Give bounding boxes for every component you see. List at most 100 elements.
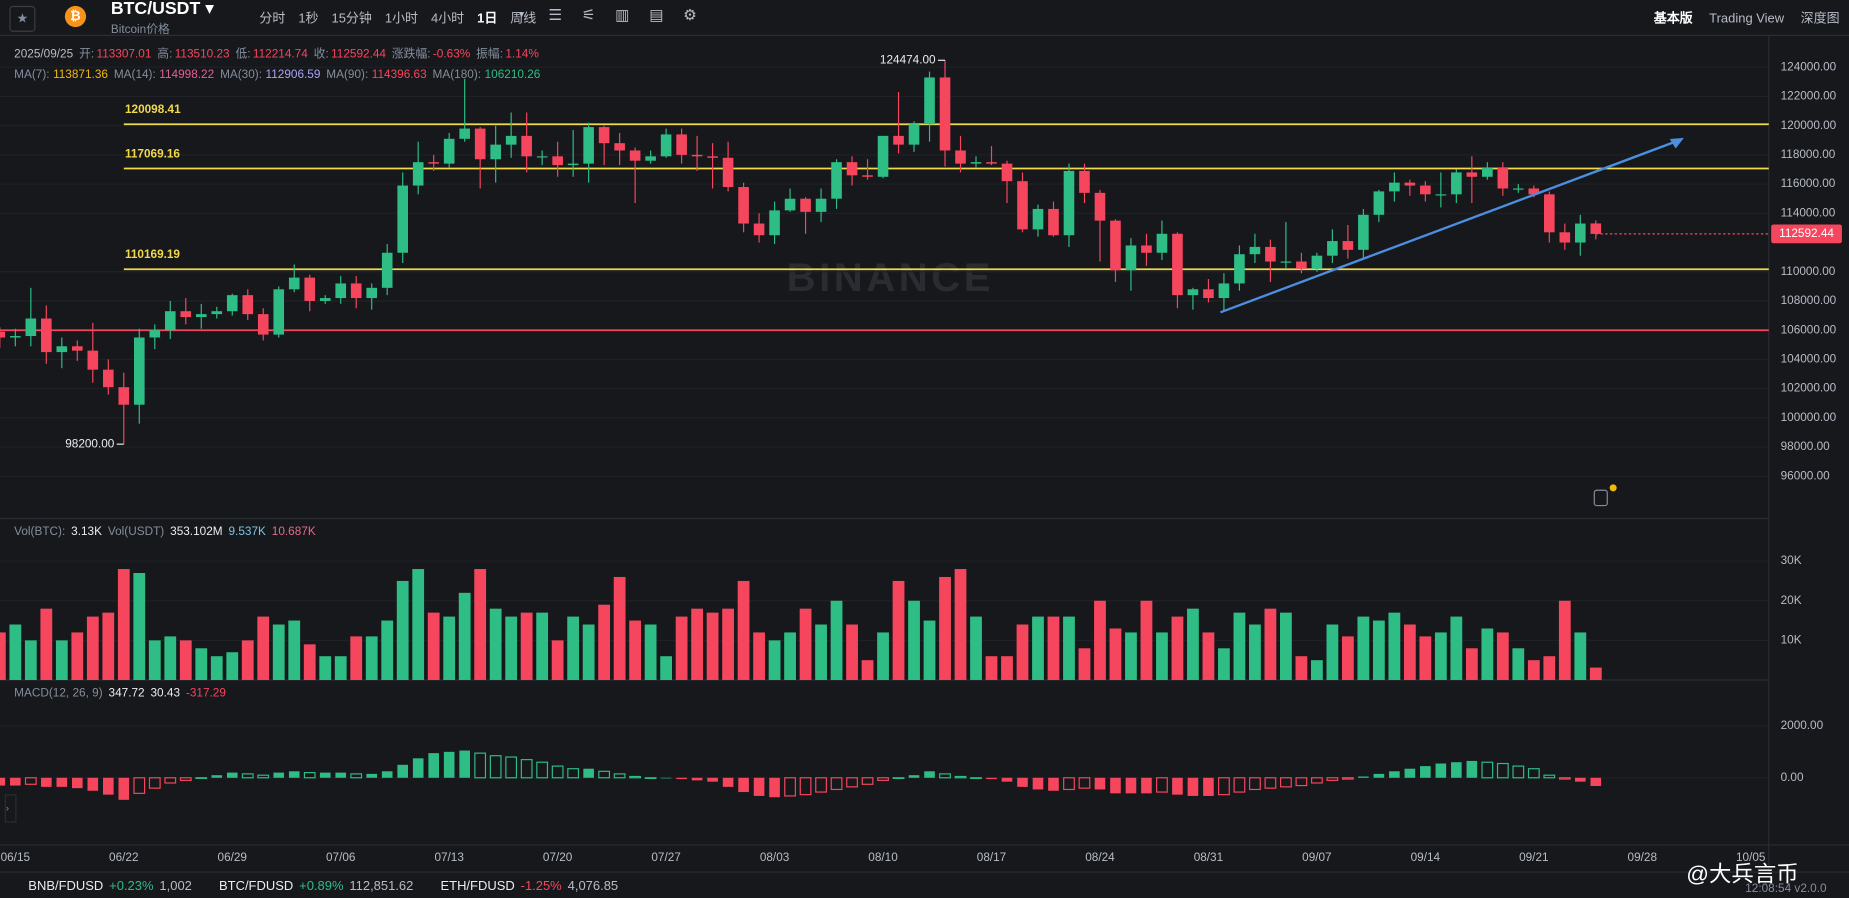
volume-bar	[691, 608, 703, 680]
macd-bar	[1558, 777, 1571, 780]
info-label: 收:	[313, 48, 329, 62]
interval-tab[interactable]: 4小时	[431, 11, 465, 26]
volume-bar	[9, 624, 22, 680]
candle-body	[412, 162, 424, 186]
candle-body	[72, 346, 83, 351]
macd-bar	[0, 777, 6, 786]
volume-bar	[24, 640, 37, 680]
candle-body	[1311, 255, 1323, 269]
macd-bar	[41, 777, 52, 787]
candle-body	[800, 198, 811, 212]
macd-bar	[583, 768, 594, 778]
macd-bar	[474, 752, 487, 779]
favorite-button[interactable]: ★	[9, 5, 36, 32]
ticker-pair[interactable]: ETH/FDUSD	[440, 879, 515, 894]
panel-toggle[interactable]: ›	[4, 794, 17, 823]
candle-body	[1389, 182, 1400, 192]
view-tab[interactable]: 深度图	[1800, 11, 1840, 26]
y-tick-label: 96000.00	[1781, 469, 1831, 482]
interval-tab[interactable]: 分时	[259, 11, 286, 26]
candle-body	[102, 369, 114, 388]
ticker-pair[interactable]: BNB/FDUSD	[28, 879, 104, 894]
volume-bar	[241, 640, 254, 680]
macd-bar	[1543, 774, 1556, 779]
macd-bar	[56, 777, 68, 787]
volume-bar	[303, 644, 316, 680]
volume-bar	[1372, 620, 1385, 680]
volume-bar	[1218, 648, 1230, 680]
volume-bar	[1574, 632, 1587, 680]
symbol[interactable]: BTC/USDT ▾	[110, 0, 215, 19]
ticker-change: -1.25%	[520, 879, 562, 894]
macd-legend: MACD(12, 26, 9) 347.72 30.43 -317.29	[14, 687, 232, 700]
macd-bar	[1063, 777, 1075, 791]
y-tick-label: 116000.00	[1781, 177, 1836, 190]
candle-body	[1249, 246, 1261, 255]
candle-body	[614, 143, 625, 151]
info-value: -0.63%	[432, 48, 471, 62]
ma-legend: MA(7): 113871.36 MA(14): 114998.22 MA(30): 11…	[14, 68, 546, 81]
legend-item: 10.687K	[271, 525, 316, 539]
volume-legend: Vol(BTC): 3.13K Vol(USDT) 353.102M 9.537K 10.…	[14, 526, 321, 539]
macd-bar	[551, 765, 564, 779]
ticker-pair[interactable]: BTC/FDUSD	[219, 879, 294, 894]
volume-bar	[1419, 636, 1432, 680]
view-tab[interactable]: 基本版	[1653, 11, 1693, 26]
macd-bar	[660, 777, 672, 779]
macd-bar	[1187, 777, 1199, 796]
ma-label: MA(14):	[113, 68, 156, 82]
y-tick-label: 0.00	[1781, 771, 1804, 784]
volume-bar	[784, 632, 796, 680]
volume-bar	[133, 573, 146, 680]
interval-tab[interactable]: 1秒	[298, 11, 319, 26]
symbol-text: BTC/USDT	[110, 0, 201, 19]
volume-bar	[365, 636, 378, 680]
volume-bar	[210, 656, 223, 680]
candle-body	[1032, 208, 1044, 230]
more-intervals[interactable]: ▾	[518, 8, 525, 21]
macd-bar	[211, 775, 223, 778]
volume-bar	[396, 580, 409, 680]
volume-bar	[1171, 616, 1184, 680]
macd-bar	[1094, 777, 1106, 790]
candle-body	[583, 127, 594, 164]
macd-bar	[1420, 766, 1431, 778]
info-label: 开:	[79, 48, 95, 62]
ticker-bar: BNB/FDUSD +0.23% 1,002 BTC/FDUSD +0.89% 112,8…	[7, 879, 624, 893]
candle-body	[1079, 170, 1090, 193]
candle-body	[877, 135, 889, 177]
interval-tab[interactable]: 1小时	[384, 11, 419, 26]
volume-bar	[1032, 616, 1044, 680]
interval-tab[interactable]: 周线	[510, 11, 537, 26]
interval-tab[interactable]: 15分钟	[331, 11, 372, 26]
volume-bar	[1156, 632, 1168, 680]
macd-bar	[1404, 768, 1416, 778]
ma-label: MA(30):	[220, 68, 263, 82]
ticker-change: +0.89%	[299, 879, 344, 894]
candle-body	[0, 331, 6, 338]
macd-bar	[1032, 777, 1044, 790]
level-label: 120098.41	[125, 103, 181, 116]
y-tick-label: 114000.00	[1781, 206, 1836, 219]
icon[interactable]	[1593, 489, 1608, 507]
candle-body	[831, 162, 842, 199]
candle-body	[164, 311, 176, 331]
interval-tab[interactable]: 1日	[477, 11, 498, 26]
volume-bar	[1450, 616, 1463, 680]
candle-body	[1373, 191, 1385, 215]
ma-label: MA(7):	[14, 68, 50, 82]
view-tab[interactable]: Trading View	[1709, 11, 1785, 26]
macd-bar	[118, 777, 130, 800]
toolbar-icons[interactable]: ☰ ⚟ ▥ ▤ ⚙	[548, 5, 697, 24]
candle-body	[1544, 194, 1555, 233]
clock: 12:08:54 v2.0.0	[1745, 883, 1826, 896]
volume-bar	[117, 569, 130, 680]
volume-bar	[319, 656, 332, 680]
macd-bar	[1481, 761, 1494, 779]
candle-body	[598, 127, 610, 144]
candle-body	[645, 156, 656, 161]
candle-body	[1466, 172, 1478, 177]
macd-bar	[738, 777, 749, 793]
volume-bar	[1357, 616, 1370, 680]
volume-bar	[381, 620, 394, 680]
